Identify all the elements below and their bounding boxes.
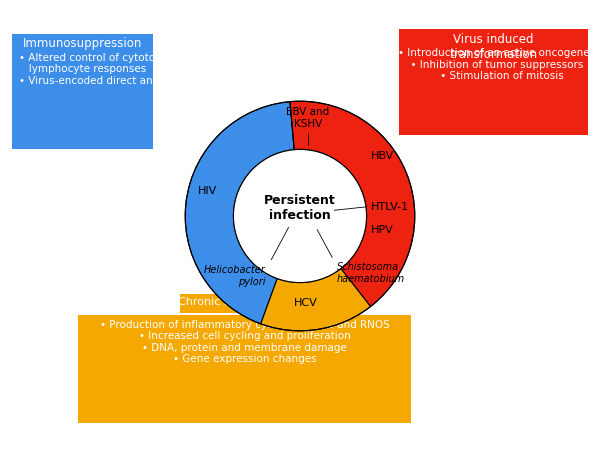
Text: • Introduction of an active oncogene
  • Inhibition of tumor suppressors
     • : • Introduction of an active oncogene • I…: [398, 48, 589, 81]
Text: Schistosoma
haematobium: Schistosoma haematobium: [337, 262, 405, 284]
FancyBboxPatch shape: [12, 34, 153, 148]
Text: HPV: HPV: [371, 225, 394, 235]
FancyBboxPatch shape: [399, 29, 588, 135]
Text: HCV: HCV: [294, 298, 317, 308]
Text: Persistent
infection: Persistent infection: [264, 194, 336, 222]
Text: Virus induced
transformation: Virus induced transformation: [449, 33, 538, 61]
Circle shape: [233, 149, 367, 283]
FancyBboxPatch shape: [180, 294, 297, 313]
Text: Immunosuppression: Immunosuppression: [23, 37, 142, 50]
Text: Helicobacter
pylori: Helicobacter pylori: [204, 266, 266, 287]
Wedge shape: [290, 101, 415, 306]
Wedge shape: [261, 269, 371, 331]
Wedge shape: [185, 102, 294, 324]
Text: HIV: HIV: [198, 186, 217, 196]
FancyBboxPatch shape: [78, 315, 411, 423]
Text: HTLV-1: HTLV-1: [371, 202, 409, 212]
Text: • Production of inflammatory cytokines, ROS and RNOS
• Increased cell cycling an: • Production of inflammatory cytokines, …: [100, 320, 389, 365]
Text: Chronic inflammation: Chronic inflammation: [178, 297, 299, 307]
Text: • Altered control of cytotoxic
   lymphocyte responses
• Virus-encoded direct an: • Altered control of cytotoxic lymphocyt…: [19, 53, 201, 86]
Text: EBV and
KSHV: EBV and KSHV: [286, 107, 329, 129]
Text: HBV: HBV: [371, 151, 394, 161]
